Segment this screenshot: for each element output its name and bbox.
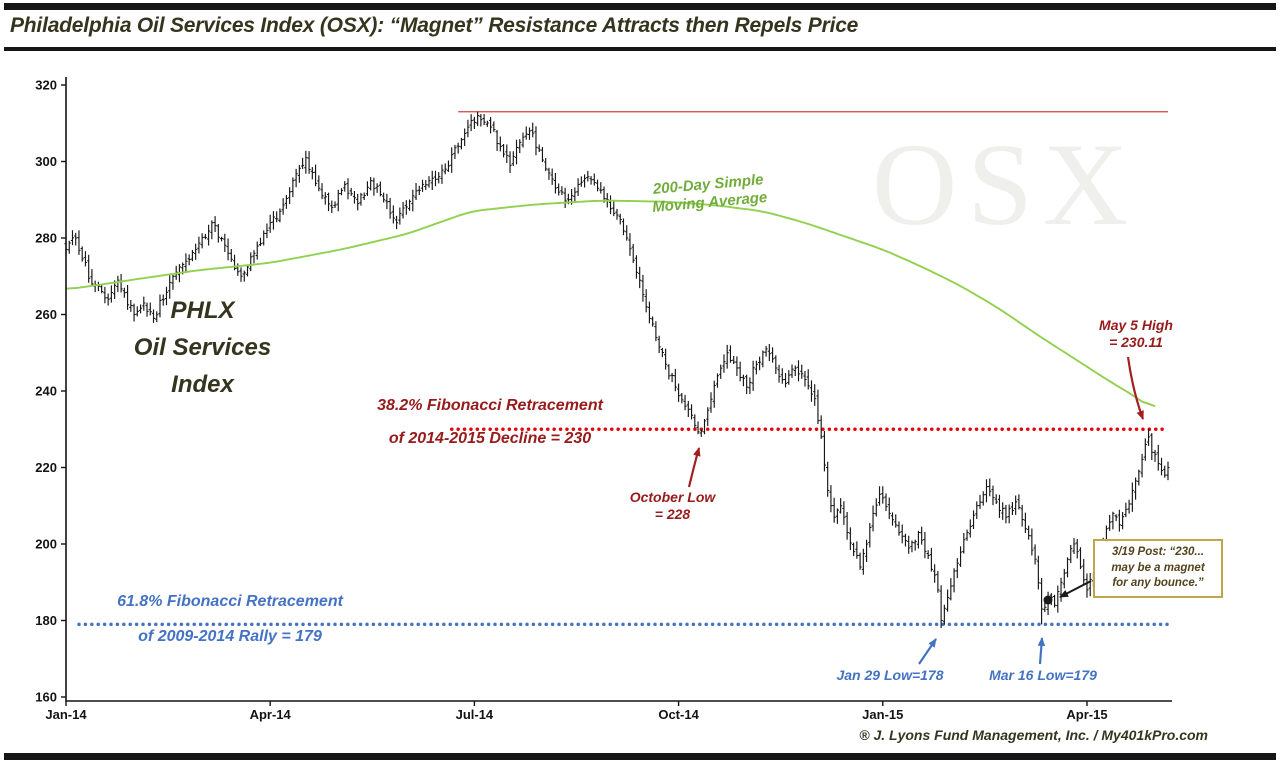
svg-text:300: 300 <box>35 154 57 169</box>
phlx-index-label: PHLX Oil Services Index <box>95 292 310 403</box>
may5-line2: = 230.11 <box>1109 334 1163 350</box>
post-dot-marker <box>1043 595 1053 605</box>
fibonacci-and-resistance-levels <box>77 111 1170 627</box>
svg-text:Oct-14: Oct-14 <box>658 707 699 722</box>
svg-text:280: 280 <box>35 231 57 246</box>
mar16-arrow <box>1037 637 1046 665</box>
may5-arrow <box>1126 356 1145 420</box>
fib-382-label: 38.2% Fibonacci Retracement of 2014-2015… <box>320 398 660 447</box>
svg-text:240: 240 <box>35 384 57 399</box>
chart-axes: 160 180 200 220 240 260 280 300 320 Jan-14 Apr-14 J… <box>35 77 1172 722</box>
october-low-arrow <box>687 447 701 488</box>
october-line1: October Low <box>629 489 716 505</box>
mar16-low-label: Mar 16 Low=179 <box>989 667 1097 683</box>
svg-text:220: 220 <box>35 460 57 475</box>
svg-text:260: 260 <box>35 307 57 322</box>
svg-text:Apr-15: Apr-15 <box>1066 707 1107 722</box>
may5-high-label: May 5 High = 230.11 <box>1073 317 1199 351</box>
october-low-label: October Low = 228 <box>610 489 735 523</box>
ma200-line <box>65 199 1156 408</box>
fib-618-line2: of 2009-2014 Rally = 179 <box>138 628 322 645</box>
title-rule <box>4 47 1276 51</box>
attribution: ® J. Lyons Fund Management, Inc. / My401… <box>859 727 1208 743</box>
svg-text:320: 320 <box>35 78 57 93</box>
march19-post-callout: 3/19 Post: “230... may be a magnet for a… <box>1093 539 1223 598</box>
ohlc-price-bars <box>64 111 1170 629</box>
jan29-arrow <box>918 638 937 665</box>
post-line2: may be a magnet <box>1111 561 1205 574</box>
svg-text:200: 200 <box>35 537 57 552</box>
fib-382-line2: of 2014-2015 Decline = 230 <box>388 430 592 447</box>
top-rule <box>4 3 1276 10</box>
post-line3: for any bounce.” <box>1112 577 1204 589</box>
phlx-line2: Oil Services <box>133 334 272 361</box>
osx-watermark: OSX <box>872 119 1139 250</box>
may5-line1: May 5 High <box>1099 317 1173 333</box>
svg-text:160: 160 <box>35 690 57 705</box>
phlx-line3: Index <box>171 371 234 398</box>
bottom-rule <box>4 753 1276 760</box>
page-title: Philadelphia Oil Services Index (OSX): “… <box>10 14 859 37</box>
post-arrow <box>1059 580 1092 598</box>
phlx-line1: PHLX <box>170 297 235 324</box>
fib-382-line1: 38.2% Fibonacci Retracement <box>377 397 603 414</box>
jan29-low-label: Jan 29 Low=178 <box>836 667 944 683</box>
svg-text:Jan-14: Jan-14 <box>45 707 87 722</box>
fib-618-line1: 61.8% Fibonacci Retracement <box>117 593 343 610</box>
post-line1: 3/19 Post: “230... <box>1111 546 1205 558</box>
svg-text:Jul-14: Jul-14 <box>456 707 494 722</box>
svg-text:180: 180 <box>35 613 57 628</box>
svg-text:Apr-14: Apr-14 <box>250 707 292 722</box>
october-line2: = 228 <box>654 506 691 522</box>
svg-text:Jan-15: Jan-15 <box>862 707 903 722</box>
fib-618-label: 61.8% Fibonacci Retracement of 2009-2014… <box>85 594 375 645</box>
annotation-arrows <box>687 356 1145 665</box>
